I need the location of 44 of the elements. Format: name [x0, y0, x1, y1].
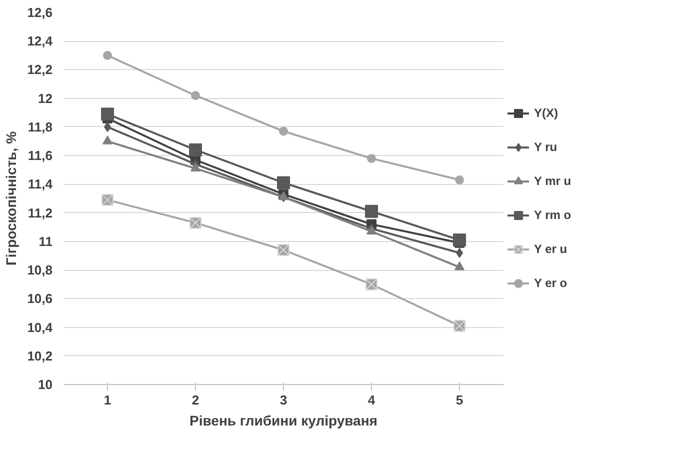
- point: [454, 320, 466, 332]
- point: [101, 108, 114, 121]
- point: [279, 126, 288, 136]
- point: [191, 90, 200, 100]
- point: [190, 162, 200, 172]
- y-tick-label: 10: [38, 377, 53, 392]
- y-axis-title: Гігроскопічність, %: [3, 130, 20, 266]
- x-tick-label: 1: [104, 392, 112, 408]
- y-tick-label: 11: [38, 234, 53, 249]
- point: [102, 136, 112, 144]
- y-tick-label: 12: [38, 90, 53, 106]
- y-tick-label: 10,2: [27, 348, 53, 364]
- y-tick-label: 12,6: [27, 5, 53, 20]
- point: [277, 176, 290, 190]
- legend-label: Y(X): [534, 106, 559, 120]
- x-tick-label: 3: [280, 392, 288, 408]
- x-tick-label: 5: [456, 392, 464, 408]
- point: [455, 175, 464, 184]
- y-tick-label: 12,2: [27, 62, 53, 78]
- x-tick-label: 4: [368, 392, 376, 408]
- legend-label: Y ru: [534, 140, 558, 154]
- y-tick-label: 10,8: [27, 262, 53, 278]
- legend-label: Y er o: [534, 276, 568, 290]
- y-tick-label: 10,6: [27, 291, 53, 306]
- point: [103, 50, 112, 60]
- point: [367, 154, 376, 163]
- legend-label: Y rm o: [534, 208, 572, 222]
- y-tick-label: 11,8: [28, 119, 53, 134]
- point: [190, 216, 202, 229]
- point: [189, 143, 202, 156]
- y-tick-label: 10,4: [27, 320, 54, 335]
- point: [454, 261, 464, 270]
- point: [102, 194, 114, 206]
- y-tick-label: 12,4: [27, 34, 54, 49]
- legend-label: Y mr u: [534, 174, 572, 188]
- point: [365, 204, 378, 218]
- y-tick-label: 11,2: [28, 205, 53, 220]
- x-tick-label: 2: [192, 392, 200, 408]
- x-axis-title: Рівень глибини куліруваня: [190, 412, 378, 428]
- point: [278, 244, 290, 256]
- point: [366, 278, 378, 290]
- y-tick-label: 11,6: [28, 148, 53, 164]
- y-tick-label: 11,4: [28, 176, 54, 192]
- legend-label: Y er u: [534, 242, 568, 256]
